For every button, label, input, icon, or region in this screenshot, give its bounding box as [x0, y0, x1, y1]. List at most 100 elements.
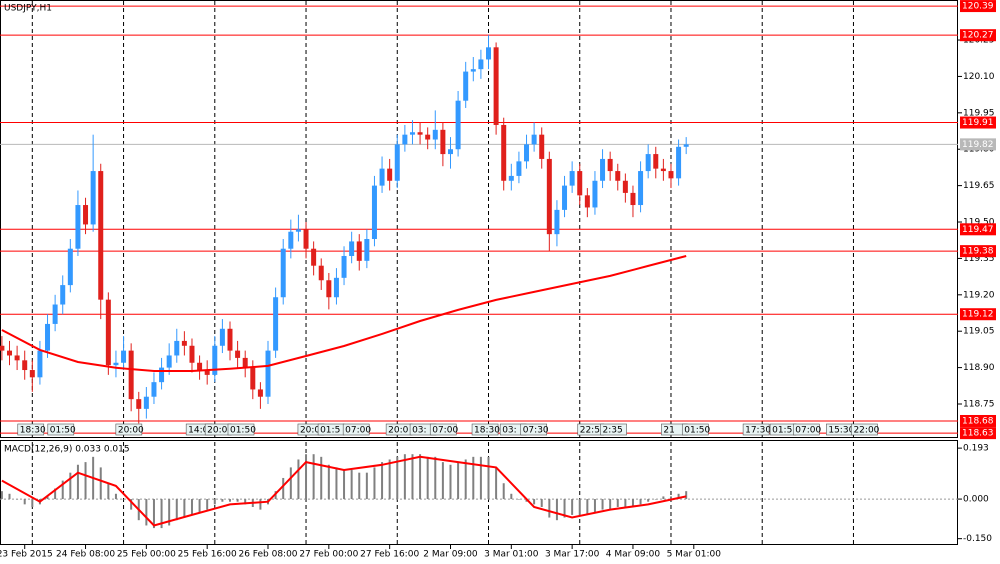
x-tick-label: 3 Mar 01:00: [484, 550, 539, 560]
candle-body: [105, 299, 111, 366]
candle-body: [645, 154, 651, 172]
candle-body: [607, 158, 613, 172]
candle-body: [387, 168, 393, 181]
level-tag: [960, 308, 996, 321]
candle-body: [394, 144, 400, 181]
candle-body: [455, 100, 461, 150]
histogram-bar: [16, 499, 19, 500]
candle-body: [622, 180, 628, 193]
y-tick-label: 0.000: [963, 495, 989, 505]
histogram-bar: [114, 493, 117, 500]
candle-body: [22, 360, 28, 371]
candle-body: [463, 71, 469, 101]
histogram-bar: [8, 493, 11, 500]
candle-body: [250, 367, 256, 390]
event-label: 22:52: [580, 426, 606, 436]
event-label: 03:: [502, 426, 516, 436]
level-label: 119.91: [962, 118, 994, 128]
candle-body: [181, 340, 187, 346]
histogram-bar: [259, 499, 262, 510]
y-tick-label: 119.05: [963, 327, 995, 337]
last-price-tag: [960, 138, 996, 151]
histogram-bar: [168, 499, 171, 526]
event-label: 17:30: [745, 426, 771, 436]
candle-body: [174, 340, 180, 356]
candle-body: [83, 205, 89, 225]
candle-body: [447, 149, 453, 155]
histogram-bar: [381, 462, 384, 500]
y-tick-label: 119.35: [963, 254, 995, 264]
candle-body: [486, 47, 492, 60]
histogram-bar: [305, 454, 308, 500]
histogram-bar: [350, 470, 353, 500]
candle-body: [349, 241, 355, 256]
candle-body: [341, 255, 347, 278]
candle-body: [29, 370, 35, 378]
histogram-bar: [578, 499, 581, 515]
event-label: 07:00: [345, 426, 371, 436]
macd-frame: [0, 440, 958, 545]
histogram-bar: [358, 472, 361, 500]
candle-body: [638, 171, 644, 206]
event-box: [742, 423, 770, 436]
histogram-bar: [472, 456, 475, 500]
event-box: [342, 423, 370, 436]
histogram-bar: [23, 499, 26, 505]
candle-body: [7, 350, 13, 356]
histogram-bar: [563, 499, 566, 518]
candle-body: [212, 345, 218, 375]
histogram-bar: [495, 467, 498, 500]
event-label: 01:5: [320, 426, 340, 436]
event-label: 07:30: [523, 426, 549, 436]
histogram-bar: [662, 496, 665, 500]
histogram-bar: [396, 456, 399, 500]
main-frame: [0, 0, 958, 438]
candle-body: [265, 350, 271, 397]
histogram-bar: [479, 456, 482, 500]
histogram-bar: [502, 483, 505, 500]
histogram-bar: [312, 454, 315, 500]
candle-body: [364, 239, 370, 261]
histogram-bar: [69, 472, 72, 500]
level-label: 119.38: [962, 247, 994, 257]
candle-body: [379, 168, 385, 186]
histogram-bar: [419, 454, 422, 500]
histogram-bar: [517, 499, 520, 500]
histogram-bar: [282, 477, 285, 500]
event-label: 21: [663, 426, 674, 436]
candle-body: [501, 124, 507, 181]
x-tick-label: 27 Feb 16:00: [360, 550, 419, 560]
candle-body: [219, 328, 225, 346]
event-label: 01:5: [772, 426, 792, 436]
histogram-bar: [213, 499, 216, 505]
candle-body: [121, 350, 127, 363]
x-tick-label: 25 Feb 16:00: [178, 550, 237, 560]
event-label: 18:30: [474, 426, 500, 436]
x-tick-label: 4 Mar 09:00: [606, 550, 661, 560]
histogram-bar: [647, 499, 650, 502]
event-label: 01:50: [50, 426, 76, 436]
level-tag: [960, 223, 996, 236]
x-tick-label: 26 Feb 08:00: [238, 550, 297, 560]
event-box: [600, 423, 627, 436]
event-label: 07:00: [432, 426, 458, 436]
histogram-bar: [593, 499, 596, 513]
event-label: 01:50: [684, 426, 710, 436]
histogram-bar: [198, 499, 201, 513]
histogram-bar: [548, 499, 551, 518]
histogram-bar: [434, 456, 437, 500]
histogram-bar: [510, 493, 513, 500]
histogram-bar: [631, 499, 634, 507]
candle-body: [52, 304, 58, 324]
candle-body: [204, 370, 210, 375]
level-tag: [960, 0, 996, 13]
y-tick-label: 119.65: [963, 181, 995, 191]
histogram-bar: [244, 499, 247, 505]
candle-body: [660, 168, 666, 172]
histogram-bar: [403, 454, 406, 500]
y-tick-label: 118.90: [963, 363, 995, 373]
candle-body: [151, 382, 157, 397]
histogram-bar: [84, 462, 87, 500]
candle-body: [333, 277, 339, 298]
candle-body: [402, 134, 408, 145]
